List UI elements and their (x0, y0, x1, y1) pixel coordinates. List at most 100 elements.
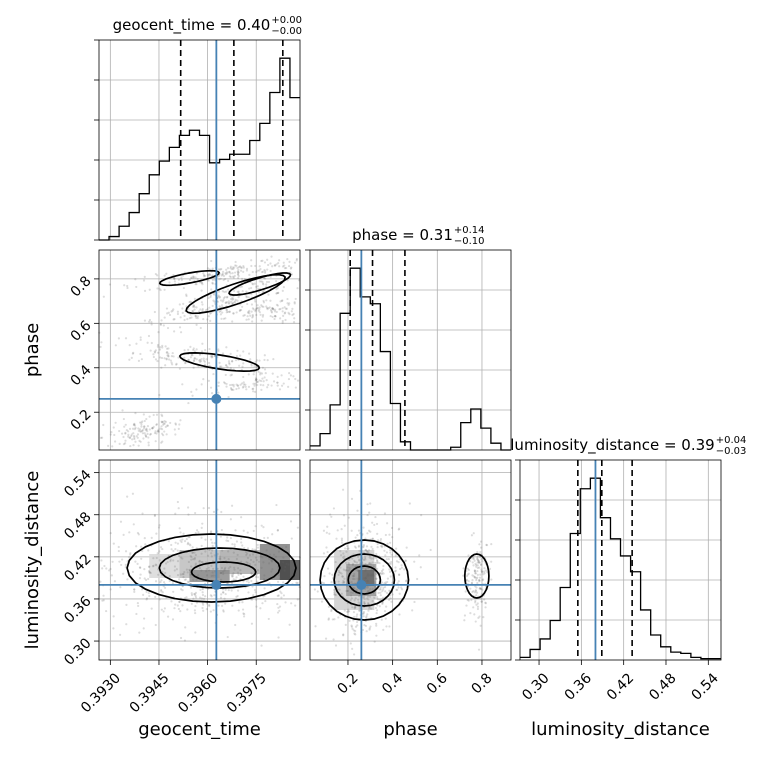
sample-point (232, 312, 235, 315)
sample-point (176, 500, 179, 504)
y-tick-label: 0.8 (68, 273, 95, 300)
sample-point (186, 571, 189, 574)
sample-point (253, 589, 257, 592)
sample-point (140, 421, 143, 424)
sample-point (277, 606, 280, 609)
sample-point (183, 597, 186, 600)
sample-point (118, 429, 121, 433)
sample-point (195, 388, 198, 391)
sample-point (371, 588, 374, 591)
sample-point (337, 569, 341, 572)
sample-point (374, 594, 377, 597)
sample-point (388, 562, 391, 565)
sample-point (260, 319, 263, 322)
sample-point (479, 550, 482, 554)
sample-point (195, 348, 198, 351)
sample-point (254, 575, 258, 578)
sample-point (277, 574, 280, 577)
sample-point (238, 601, 241, 604)
sample-point (191, 354, 194, 357)
sample-point (242, 270, 245, 273)
x-tick-label: 0.8 (469, 670, 496, 697)
sample-point (143, 425, 146, 428)
sample-point (226, 536, 229, 539)
sample-point (462, 574, 465, 577)
sample-point (220, 510, 223, 514)
sample-point (364, 624, 368, 628)
sample-point (276, 384, 279, 387)
sample-point (470, 581, 474, 584)
sample-point (201, 591, 204, 594)
sample-point (471, 590, 474, 594)
sample-point (278, 577, 281, 580)
sample-point (252, 373, 255, 376)
sample-point (261, 282, 265, 285)
sample-point (276, 304, 279, 307)
sample-point (139, 338, 142, 341)
sample-point (149, 571, 152, 575)
sample-point (364, 567, 367, 570)
sample-point (218, 305, 221, 308)
sample-point (132, 432, 135, 435)
sample-point (263, 368, 267, 371)
sample-point (376, 560, 379, 563)
sample-point (355, 569, 358, 572)
sample-point (476, 602, 479, 605)
sample-point (397, 580, 400, 583)
sample-point (155, 432, 158, 435)
sample-point (195, 283, 198, 286)
sample-point (362, 615, 365, 618)
sample-point (362, 596, 365, 599)
sample-point (250, 286, 253, 290)
sample-point (279, 317, 282, 320)
sample-point (239, 354, 242, 357)
sample-point (202, 597, 206, 600)
sample-point (178, 600, 181, 604)
sample-point (242, 350, 245, 353)
sample-point (222, 609, 225, 612)
sample-point (471, 574, 474, 577)
sample-point (348, 558, 351, 561)
sample-point (181, 311, 184, 314)
sample-point (251, 585, 254, 588)
sample-point (476, 556, 479, 560)
sample-point (479, 563, 483, 567)
sample-point (269, 269, 272, 273)
sample-point (269, 314, 272, 318)
sample-point (352, 619, 355, 622)
sample-point (185, 596, 188, 599)
sample-point (154, 623, 157, 627)
sample-point (386, 542, 389, 545)
sample-point (191, 546, 194, 549)
sample-point (198, 559, 201, 562)
sample-point (162, 423, 165, 426)
sample-point (211, 267, 214, 270)
sample-point (135, 435, 138, 438)
sample-point (478, 579, 481, 582)
sample-point (188, 543, 191, 546)
sample-point (481, 579, 484, 582)
sample-point (469, 587, 472, 590)
sample-point (369, 573, 372, 576)
sample-point (194, 532, 197, 535)
sample-point (181, 573, 184, 576)
contour-line (333, 553, 396, 607)
sample-point (190, 390, 193, 394)
sample-point (186, 541, 190, 544)
sample-point (151, 426, 154, 430)
sample-point (187, 358, 190, 361)
sample-point (211, 304, 214, 308)
sample-point (351, 577, 355, 580)
sample-point (391, 581, 394, 584)
sample-point (480, 570, 483, 573)
sample-point (211, 355, 214, 358)
sample-point (480, 546, 483, 549)
sample-point (278, 265, 281, 268)
sample-point (218, 278, 221, 281)
sample-point (207, 315, 210, 318)
sample-point (271, 372, 274, 375)
sample-point (165, 307, 169, 310)
sample-point (190, 276, 193, 279)
sample-point (251, 282, 254, 285)
sample-point (234, 623, 237, 627)
